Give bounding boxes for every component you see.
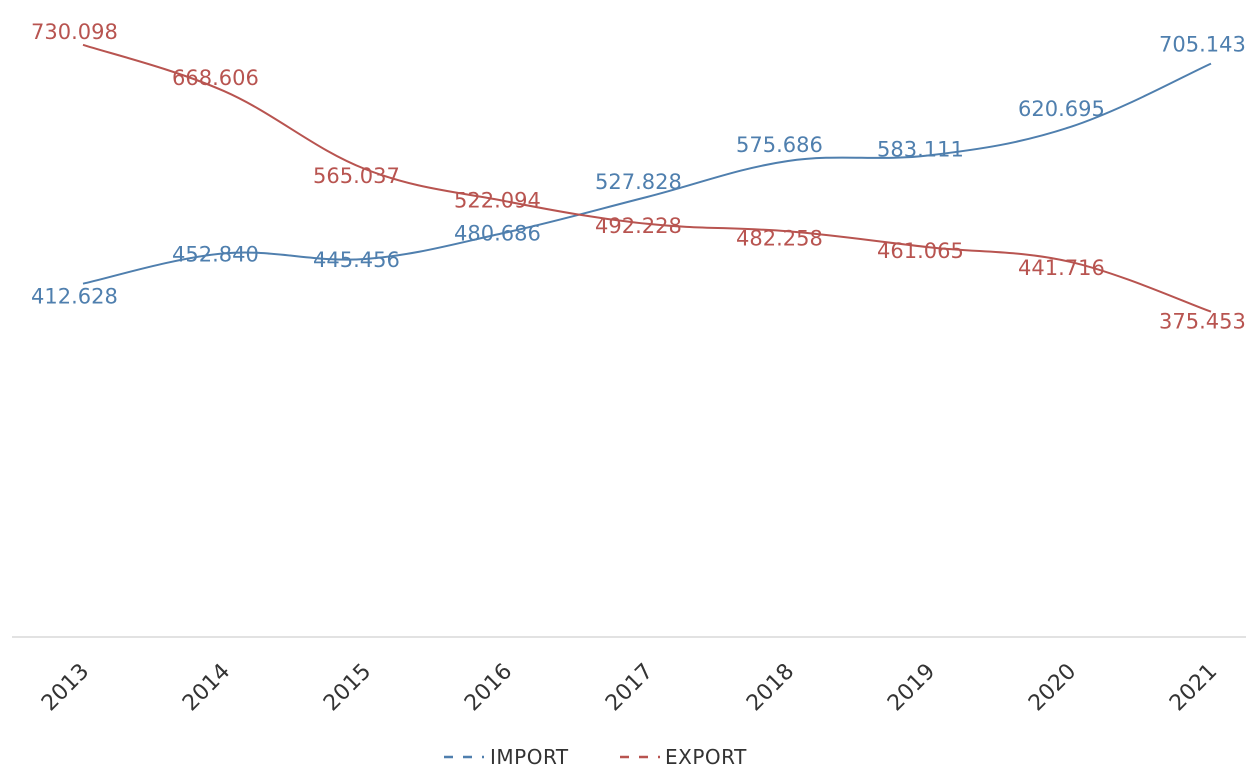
x-tick-label-2017: 2017 bbox=[601, 659, 658, 716]
legend-item-import: IMPORT bbox=[444, 745, 569, 769]
series-line-import bbox=[82, 62, 1212, 285]
legend: IMPORT EXPORT bbox=[444, 745, 747, 769]
data-label-export-2015: 565.037 bbox=[313, 164, 400, 188]
data-labels: 412.628 452.840 445.456 480.686 527.828 575.6… bbox=[31, 20, 1246, 334]
series-line-export bbox=[82, 43, 1212, 313]
series-lines bbox=[82, 43, 1212, 313]
data-label-export-2017: 492.228 bbox=[595, 214, 682, 238]
x-tick-label-2016: 2016 bbox=[460, 659, 517, 716]
data-label-export-2016: 522.094 bbox=[454, 188, 541, 212]
legend-label-import: IMPORT bbox=[490, 745, 569, 769]
x-tick-label-2021: 2021 bbox=[1165, 659, 1222, 716]
data-label-export-2019: 461.065 bbox=[877, 239, 964, 263]
data-label-import-2019: 583.111 bbox=[877, 137, 964, 161]
data-label-export-2021: 375.453 bbox=[1159, 310, 1246, 334]
data-label-export-2013: 730.098 bbox=[31, 20, 118, 44]
data-label-import-2020: 620.695 bbox=[1018, 97, 1105, 121]
data-label-import-2018: 575.686 bbox=[736, 133, 823, 157]
legend-label-export: EXPORT bbox=[665, 745, 747, 769]
x-tick-label-2019: 2019 bbox=[883, 659, 940, 716]
legend-item-export: EXPORT bbox=[620, 745, 747, 769]
x-tick-labels: 2013 2014 2015 2016 2017 2018 2019 2020 2021 bbox=[37, 659, 1222, 716]
x-tick-label-2014: 2014 bbox=[178, 659, 235, 716]
data-label-import-2013: 412.628 bbox=[31, 285, 118, 309]
data-label-import-2015: 445.456 bbox=[313, 248, 400, 272]
data-label-export-2014: 668.606 bbox=[172, 66, 259, 90]
data-label-import-2021: 705.143 bbox=[1159, 33, 1246, 57]
data-label-import-2016: 480.686 bbox=[454, 221, 541, 245]
x-tick-label-2015: 2015 bbox=[319, 659, 376, 716]
data-label-import-2014: 452.840 bbox=[172, 242, 259, 266]
x-tick-label-2020: 2020 bbox=[1024, 659, 1081, 716]
data-label-export-2018: 482.258 bbox=[736, 226, 823, 250]
data-label-export-2020: 441.716 bbox=[1018, 256, 1105, 280]
data-label-import-2017: 527.828 bbox=[595, 170, 682, 194]
x-tick-label-2018: 2018 bbox=[742, 659, 799, 716]
x-tick-label-2013: 2013 bbox=[37, 659, 94, 716]
